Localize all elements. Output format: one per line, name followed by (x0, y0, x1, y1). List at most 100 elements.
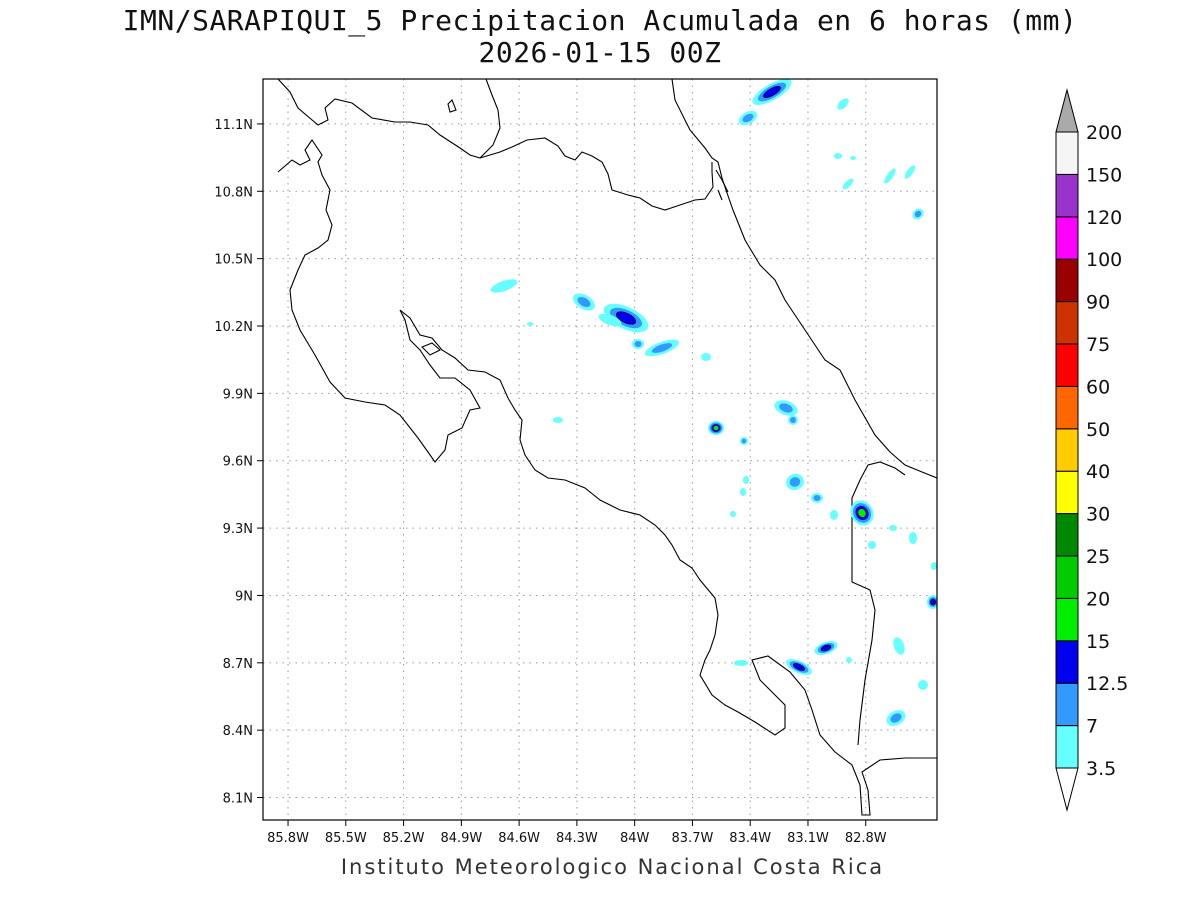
precip-contour-level-2 (930, 598, 936, 606)
precip-cell (786, 658, 812, 676)
coastline-caribbean (671, 79, 937, 479)
precip-cell (889, 525, 897, 531)
x-tick-label: 85.2W (383, 831, 425, 846)
colorbar-level-label: 15 (1086, 631, 1110, 653)
coastline-nicaragua-islet (447, 99, 457, 113)
colorbar-level-label: 75 (1086, 334, 1110, 356)
precip-cell (837, 98, 849, 110)
precip-contour-level-1 (577, 296, 591, 308)
precip-cell (886, 710, 906, 726)
coastline-pacific-nw (277, 139, 481, 463)
y-tick-label: 9N (235, 589, 253, 604)
colorbar-level-label: 7 (1086, 716, 1098, 738)
precip-contour-level-0 (527, 322, 533, 326)
precip-cell (884, 168, 896, 184)
precip-contour-level-2 (820, 644, 832, 652)
colorbar-level-label: 90 (1086, 292, 1110, 314)
colorbar-swatch (1055, 173, 1079, 218)
x-tick-label: 84W (620, 831, 650, 846)
colorbar-swatch (1055, 682, 1079, 727)
precip-cell (752, 79, 792, 105)
colorbar-swatch (1055, 725, 1079, 769)
precip-cell (842, 178, 854, 190)
colorbar-swatch (1055, 258, 1079, 303)
precip-contour-level-0 (931, 562, 937, 570)
precip-contour-level-0 (740, 488, 746, 496)
colorbar-swatch (1055, 555, 1079, 599)
precip-cell (931, 562, 937, 570)
colorbar: 3.5 7 12.5 15 20 25 30 40 50 60 75 90 100 120 150 200 (1055, 88, 1128, 812)
x-tick-label: 85.5W (325, 831, 367, 846)
precipitation-contours (490, 79, 937, 726)
precip-contour-level-0 (701, 353, 711, 361)
precip-contour-level-2 (615, 311, 637, 325)
precip-cell (918, 680, 928, 690)
precip-contour-level-0 (837, 98, 849, 110)
precip-contour-level-0 (743, 476, 749, 484)
colorbar-upper-arrow (1055, 88, 1079, 133)
precip-cell (632, 339, 644, 349)
y-tick-label: 8.1N (223, 792, 253, 807)
coastline-gulf-islet (421, 342, 441, 356)
x-tick-label: 84.9W (440, 831, 482, 846)
y-tick-label: 9.3N (223, 522, 253, 537)
colorbar-level-label: 12.5 (1086, 673, 1128, 695)
colorbar-swatch (1055, 470, 1079, 515)
precip-cell (740, 437, 748, 445)
precip-cell (927, 595, 937, 609)
precip-contour-level-0 (842, 178, 854, 190)
plot-frame (262, 78, 938, 821)
x-tick-label: 85.8W (267, 831, 309, 846)
colorbar-level-label: 200 (1086, 122, 1122, 144)
precip-cell (701, 353, 711, 361)
precip-cell (850, 500, 874, 526)
precip-cell (774, 400, 798, 416)
precip-contour-level-0 (490, 279, 518, 293)
coastline-river-mouth (715, 169, 729, 201)
coastline-gulf-nicoya (399, 309, 937, 816)
precip-cell (868, 541, 876, 549)
colorbar-level-label: 20 (1086, 588, 1110, 610)
y-tick-label: 10.2N (214, 320, 253, 335)
precip-cell (553, 417, 563, 423)
precip-cell (811, 493, 823, 503)
colorbar-level-label: 60 (1086, 376, 1110, 398)
precip-contour-level-1 (914, 210, 922, 218)
colorbar-level-label: 120 (1086, 207, 1122, 229)
precip-contour-level-0 (893, 637, 905, 655)
precip-contour-level-2 (763, 86, 781, 98)
grid-lines (263, 79, 937, 820)
precip-cell (740, 488, 746, 496)
y-tick-label: 11.1N (214, 118, 253, 133)
precip-contour-level-0 (834, 153, 842, 159)
precip-contour-level-1 (790, 417, 796, 423)
coastline-panama-east (851, 581, 876, 746)
y-tick-label: 9.6N (223, 455, 253, 470)
colorbar-level-label: 100 (1086, 249, 1122, 271)
precip-cell (644, 339, 680, 357)
x-tick-label: 84.3W (556, 831, 598, 846)
y-tick-label: 8.7N (223, 657, 253, 672)
precip-cell (912, 208, 924, 220)
colorbar-level-label: 150 (1086, 164, 1122, 186)
precip-cell (830, 510, 838, 520)
precip-contour-level-0 (730, 511, 736, 517)
y-tick-label: 10.5N (214, 253, 253, 268)
y-tick-label: 8.4N (223, 724, 253, 739)
precip-cell (909, 532, 917, 544)
colorbar-swatch (1055, 640, 1079, 684)
precip-cell (730, 511, 736, 517)
x-tick-label: 83.1W (787, 831, 829, 846)
colorbar-level-label: 25 (1086, 546, 1110, 568)
precip-contour-level-1 (634, 341, 642, 347)
precip-contour-level-0 (553, 417, 563, 423)
colorbar-level-label: 3.5 (1086, 758, 1116, 780)
colorbar-swatch (1055, 428, 1079, 472)
colorbar-swatch (1055, 385, 1079, 430)
colorbar-swatch (1055, 216, 1079, 260)
coastline-north-border (479, 137, 714, 211)
precip-cell (786, 473, 804, 491)
precip-cell (708, 421, 724, 435)
colorbar-level-label: 50 (1086, 419, 1110, 441)
colorbar-swatch (1055, 131, 1079, 175)
